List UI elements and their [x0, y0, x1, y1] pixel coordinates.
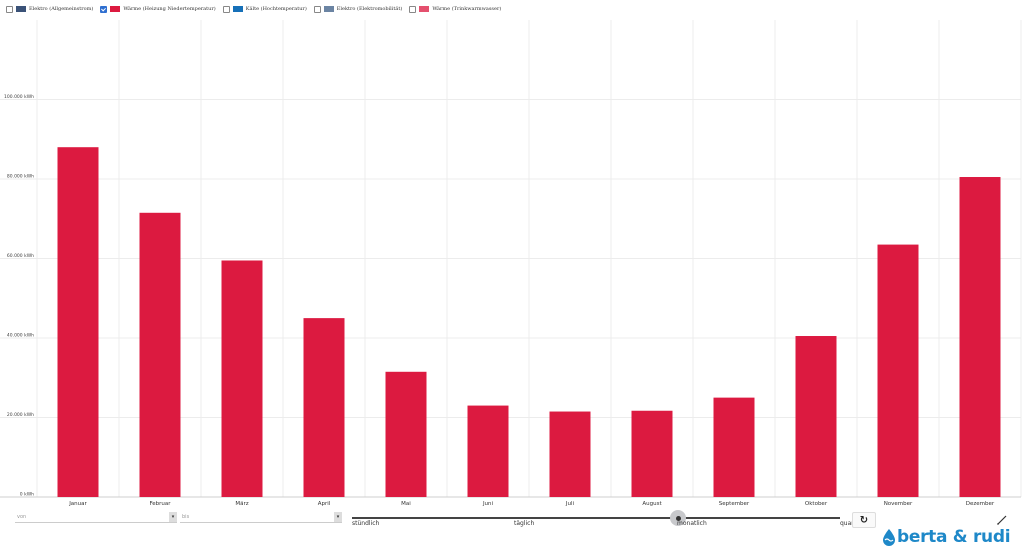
legend-item[interactable]: Wärme (Trinkwarmwasser) [409, 5, 502, 13]
bar [713, 397, 755, 497]
resolution-option-hourly[interactable]: stündlich [352, 520, 380, 527]
x-tick-label: Dezember [966, 501, 995, 507]
legend-checkbox[interactable] [313, 5, 321, 13]
resolution-option-quarterly[interactable]: quartalsweise [840, 520, 852, 527]
y-tick-label: 20.000 kWh [7, 412, 34, 418]
x-tick-label: Mai [401, 501, 411, 507]
legend-swatch [16, 6, 26, 12]
legend-item[interactable]: Elektro (Elektromobilität) [313, 5, 403, 13]
legend-label: Kälte (Hochtemperatur) [245, 6, 307, 12]
legend-swatch [419, 6, 430, 12]
bar [549, 411, 591, 497]
from-date-placeholder: von [17, 514, 27, 520]
x-tick-label: März [235, 501, 248, 507]
chart-legend: Elektro (Allgemeinstrom) Wärme (Heizung N… [6, 4, 504, 14]
legend-swatch [232, 6, 243, 12]
to-date-placeholder: bis [182, 514, 190, 520]
legend-checkbox[interactable] [409, 5, 417, 13]
water-drop-icon [883, 529, 895, 546]
legend-item[interactable]: Elektro (Allgemeinstrom) [6, 5, 94, 13]
y-tick-label: 60.000 kWh [7, 253, 34, 259]
legend-label: Elektro (Elektromobilität) [336, 6, 403, 12]
x-tick-label: Januar [68, 501, 87, 507]
bar [57, 147, 99, 497]
bar [877, 244, 919, 497]
legend-checkbox[interactable] [6, 5, 13, 13]
pencil-icon[interactable] [996, 515, 1008, 525]
y-tick-label: 0 kWh [20, 492, 34, 498]
brand-name: berta & rudi [897, 527, 1011, 547]
bar [385, 371, 427, 497]
resolution-option-daily[interactable]: täglich [514, 520, 535, 527]
from-date-select[interactable]: von ▾ [15, 512, 177, 523]
resolution-slider-handle[interactable] [670, 510, 686, 526]
x-tick-label: November [884, 501, 913, 507]
legend-swatch [323, 6, 334, 12]
chevron-down-icon: ▾ [334, 512, 342, 522]
x-tick-label: Juni [482, 501, 494, 507]
to-date-select[interactable]: bis ▾ [180, 512, 342, 523]
y-tick-label: 40.000 kWh [7, 333, 34, 339]
legend-item[interactable]: Kälte (Hochtemperatur) [222, 5, 307, 13]
legend-label: Wärme (Heizung Niedertemperatur) [123, 6, 216, 12]
legend-label: Wärme (Trinkwarmwasser) [432, 6, 502, 12]
refresh-icon: ↻ [859, 514, 869, 526]
legend-item[interactable]: Wärme (Heizung Niedertemperatur) [100, 5, 216, 13]
chart-controls: von ▾ bis ▾ stündlich täglich monatlich … [0, 510, 1024, 542]
reset-button[interactable]: ↻ [852, 512, 876, 528]
legend-checkbox[interactable] [222, 5, 230, 13]
bar [959, 177, 1001, 497]
x-tick-label: Februar [149, 501, 171, 507]
y-tick-label: 80.000 kWh [7, 174, 34, 180]
resolution-option-monthly[interactable]: monatlich [677, 520, 707, 527]
bar-chart: 0 kWh 20.000 kWh 40.000 kWh 60.000 kWh 80.00… [0, 20, 1022, 507]
legend-label: Elektro (Allgemeinstrom) [29, 6, 94, 12]
x-tick-label: April [318, 501, 331, 507]
legend-checkbox[interactable] [100, 5, 108, 13]
brand-logo: berta & rudi [881, 527, 1011, 547]
bar [631, 410, 673, 497]
x-tick-label: Oktober [805, 501, 828, 507]
bar [795, 336, 837, 497]
bar [221, 260, 263, 497]
x-tick-label: August [642, 501, 662, 507]
bar [467, 405, 509, 497]
x-tick-label: September [719, 501, 750, 507]
y-tick-label: 100.000 kWh [4, 94, 34, 100]
legend-swatch [110, 6, 121, 12]
bar [303, 318, 345, 497]
bar [139, 212, 181, 497]
resolution-slider-track[interactable] [352, 517, 840, 519]
x-tick-label: Juli [565, 501, 575, 507]
chevron-down-icon: ▾ [169, 512, 177, 522]
